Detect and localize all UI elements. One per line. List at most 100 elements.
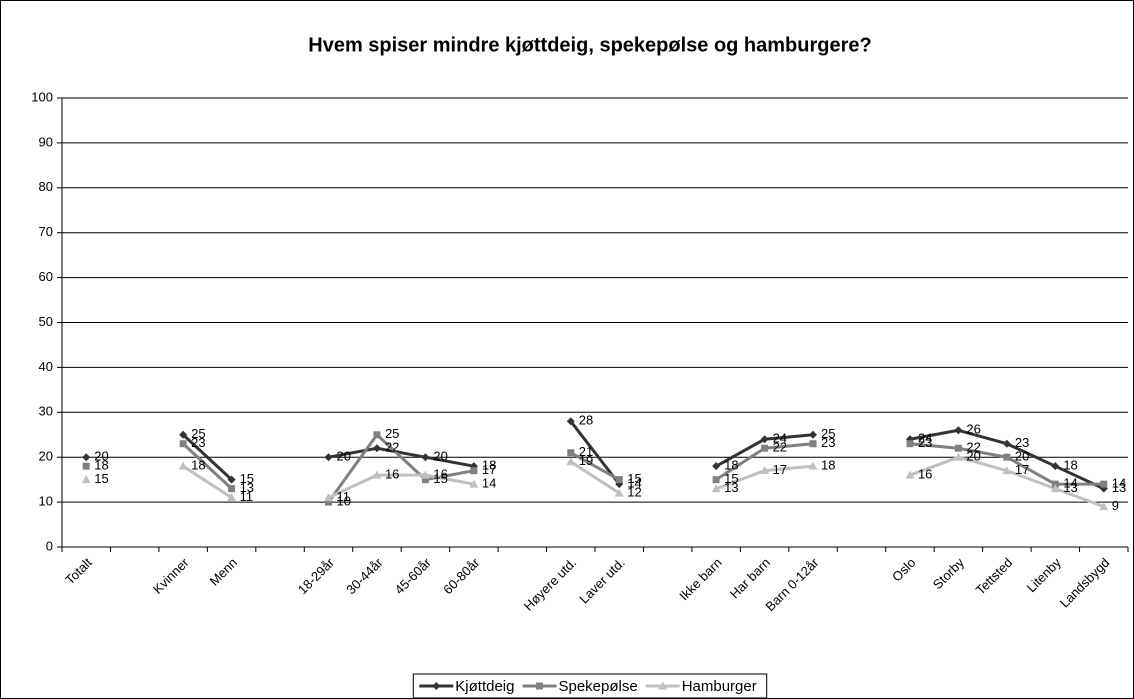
data-label: 15: [627, 471, 641, 486]
marker: [614, 488, 624, 497]
legend-label: Kjøttdeig: [455, 678, 514, 695]
marker: [566, 457, 576, 466]
marker: [808, 461, 818, 470]
y-tick-label: 80: [39, 179, 53, 194]
marker: [1100, 480, 1108, 488]
y-tick-label: 60: [39, 269, 53, 284]
data-label: 20: [337, 449, 351, 464]
marker: [81, 475, 91, 484]
marker: [1050, 484, 1060, 493]
data-label: 18: [1063, 458, 1077, 473]
data-label: 17: [1015, 462, 1029, 477]
marker: [178, 461, 188, 470]
marker: [227, 493, 237, 502]
marker: [420, 470, 430, 479]
marker: [469, 479, 479, 488]
data-label: 18: [724, 458, 738, 473]
data-label: 16: [385, 467, 399, 482]
data-label: 13: [1063, 480, 1077, 495]
y-tick-label: 70: [39, 224, 53, 239]
data-label: 17: [773, 462, 787, 477]
data-label: 28: [579, 413, 593, 428]
marker: [228, 485, 236, 493]
marker: [712, 462, 721, 471]
marker: [179, 440, 187, 448]
marker: [954, 426, 963, 435]
marker: [760, 435, 769, 444]
marker: [1002, 466, 1012, 475]
marker: [535, 682, 543, 690]
series-line: [182, 433, 1104, 503]
marker: [179, 430, 188, 439]
data-label: 23: [1015, 435, 1029, 450]
marker: [761, 444, 769, 452]
data-label: 22: [385, 440, 399, 455]
data-label: 10: [337, 494, 351, 509]
marker: [227, 475, 236, 484]
marker: [711, 484, 721, 493]
marker: [809, 440, 817, 448]
data-label: 20: [966, 449, 980, 464]
data-label: 14: [1063, 476, 1077, 491]
data-label: 18: [94, 458, 108, 473]
data-label: 22: [966, 440, 980, 455]
data-label: 20: [94, 449, 108, 464]
data-label: 15: [94, 471, 108, 486]
data-label: 23: [918, 435, 932, 450]
marker: [82, 462, 90, 470]
y-tick-label: 50: [39, 314, 53, 329]
data-label: 25: [385, 426, 399, 441]
marker: [1002, 439, 1011, 448]
marker: [1003, 453, 1011, 461]
marker: [372, 470, 382, 479]
data-label: 24: [918, 431, 932, 446]
marker: [373, 431, 381, 439]
data-label: 20: [433, 449, 447, 464]
marker: [1051, 462, 1060, 471]
marker: [1099, 502, 1109, 511]
data-label: 18: [482, 458, 496, 473]
data-label: 23: [191, 435, 205, 450]
legend-item: Kjøttdeig: [419, 678, 514, 695]
y-tick-label: 0: [46, 538, 53, 553]
marker: [953, 452, 963, 461]
marker: [324, 453, 333, 462]
data-label: 21: [579, 444, 593, 459]
marker: [567, 449, 575, 457]
marker: [421, 476, 429, 484]
data-label: 12: [627, 485, 641, 500]
data-label: 14: [482, 476, 496, 491]
legend-item: Spekepølse: [522, 678, 638, 695]
data-label: 14: [1112, 476, 1126, 491]
data-label: 22: [773, 440, 787, 455]
marker: [906, 440, 914, 448]
marker: [905, 470, 915, 479]
marker: [566, 417, 575, 426]
data-label: 20: [1015, 449, 1029, 464]
legend: Kjøttdeig Spekepølse Hamburger: [412, 673, 768, 699]
data-label: 9: [1112, 498, 1119, 513]
legend-box: [412, 673, 768, 699]
legend-label: Hamburger: [682, 678, 757, 695]
y-tick-label: 20: [39, 449, 53, 464]
chart-title: Hvem spiser mindre kjøttdeig, spekepølse…: [308, 34, 872, 56]
data-label: 23: [821, 435, 835, 450]
marker: [372, 444, 381, 453]
data-label: 11: [337, 489, 351, 504]
data-label: 24: [773, 431, 787, 446]
marker: [658, 681, 668, 690]
data-label: 18: [821, 458, 835, 473]
marker: [760, 466, 770, 475]
marker: [432, 682, 441, 690]
data-label: 25: [821, 426, 835, 441]
data-label: 16: [433, 467, 447, 482]
marker: [421, 453, 430, 462]
data-label: 26: [966, 422, 980, 437]
data-label: 11: [240, 489, 254, 504]
marker: [324, 493, 333, 502]
data-label: 16: [918, 467, 932, 482]
y-tick-label: 90: [39, 134, 53, 149]
data-label: 13: [1112, 480, 1126, 495]
